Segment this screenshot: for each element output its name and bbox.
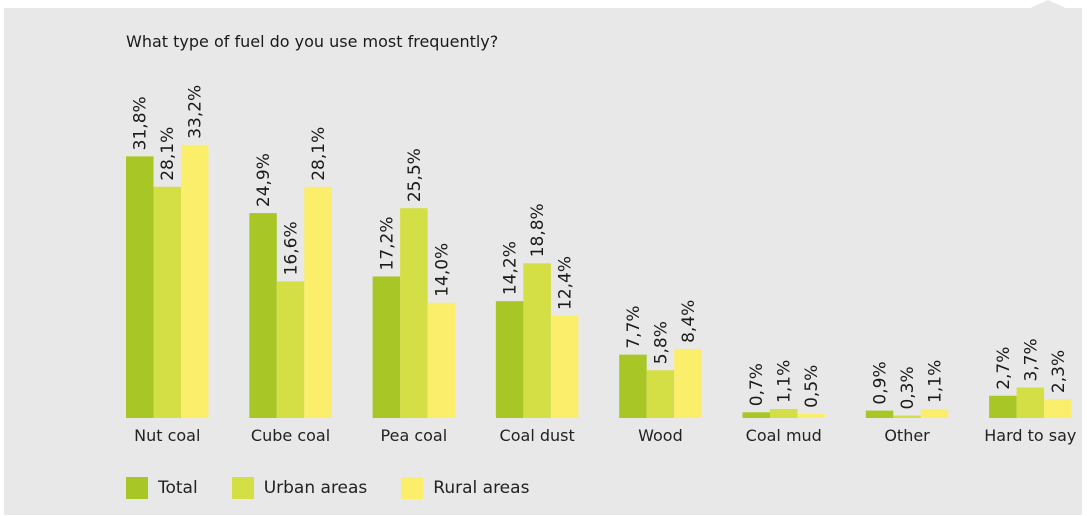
data-label-7-1: 3,7% — [1021, 338, 1041, 381]
bar-4-1 — [646, 370, 675, 418]
legend-item-urban: Urban areas — [231, 477, 368, 499]
data-label-4-2: 8,4% — [679, 300, 699, 343]
category-label-4: Wood — [638, 426, 683, 445]
legend-item-total: Total — [126, 477, 198, 499]
bar-5-0 — [742, 412, 770, 418]
bar-2-2 — [427, 302, 456, 418]
legend-label-urban: Urban areas — [263, 478, 368, 498]
legend-item-rural: Rural areas — [401, 477, 529, 499]
category-label-5: Coal mud — [746, 426, 822, 445]
bar-7-1 — [1016, 387, 1045, 418]
panel-notch — [1026, 0, 1070, 10]
data-label-1-2: 28,1% — [309, 127, 329, 181]
bar-2-0 — [372, 276, 401, 418]
data-label-5-2: 0,5% — [802, 365, 822, 408]
data-label-7-2: 2,3% — [1049, 350, 1069, 393]
legend-swatch-urban — [231, 477, 254, 499]
data-label-2-0: 17,2% — [377, 216, 397, 270]
bar-3-0 — [495, 301, 524, 418]
legend-label-total: Total — [158, 478, 198, 498]
category-label-1: Cube coal — [251, 426, 330, 445]
data-label-4-0: 7,7% — [624, 305, 644, 348]
bar-6-1 — [893, 415, 921, 418]
category-label-3: Coal dust — [500, 426, 575, 445]
data-label-2-2: 14,0% — [432, 243, 452, 297]
bar-4-2 — [674, 348, 702, 418]
legend-swatch-total — [126, 477, 148, 499]
data-label-6-1: 0,3% — [898, 366, 918, 409]
data-label-2-1: 25,5% — [405, 148, 425, 202]
bar-7-0 — [989, 395, 1017, 418]
bar-3-1 — [523, 263, 551, 418]
bar-6-0 — [865, 410, 894, 418]
data-label-0-2: 33,2% — [186, 85, 206, 139]
category-label-6: Other — [884, 426, 930, 445]
data-label-3-0: 14,2% — [501, 241, 521, 295]
data-label-3-2: 12,4% — [556, 256, 576, 310]
bar-0-2 — [181, 144, 209, 418]
bar-0-0 — [126, 156, 154, 418]
data-label-0-0: 31,8% — [131, 96, 151, 150]
category-label-2: Pea coal — [381, 426, 448, 445]
bar-3-2 — [550, 315, 579, 418]
data-label-7-0: 2,7% — [994, 347, 1014, 390]
chart-title: What type of fuel do you use most freque… — [126, 32, 499, 51]
data-label-6-2: 1,1% — [926, 360, 946, 403]
bar-chart: 31,8% 28,1% 33,2% Nut coal 24,9% 16,6% 28,1% Cu… — [126, 85, 1076, 445]
chart-legend: Total Urban areas Rural areas — [126, 476, 563, 500]
bar-6-2 — [920, 408, 949, 418]
bar-1-2 — [304, 186, 332, 418]
legend-swatch-rural — [401, 477, 424, 499]
data-label-6-0: 0,9% — [871, 361, 891, 404]
bar-0-1 — [153, 186, 181, 418]
data-label-0-1: 28,1% — [158, 127, 178, 181]
bar-1-0 — [249, 213, 277, 418]
data-label-3-1: 18,8% — [528, 203, 548, 257]
bar-4-0 — [619, 354, 647, 418]
bar-5-2 — [797, 413, 825, 418]
bar-1-1 — [276, 281, 305, 418]
data-label-5-1: 1,1% — [775, 360, 795, 403]
bar-2-1 — [400, 208, 428, 418]
category-label-7: Hard to say — [984, 426, 1076, 445]
bar-7-2 — [1044, 399, 1072, 418]
data-label-5-0: 0,7% — [747, 363, 767, 406]
data-label-4-1: 5,8% — [651, 321, 671, 364]
category-label-0: Nut coal — [134, 426, 200, 445]
data-label-1-1: 16,6% — [282, 221, 302, 275]
legend-label-rural: Rural areas — [433, 478, 530, 498]
data-label-1-0: 24,9% — [254, 153, 274, 207]
bar-5-1 — [770, 408, 798, 418]
